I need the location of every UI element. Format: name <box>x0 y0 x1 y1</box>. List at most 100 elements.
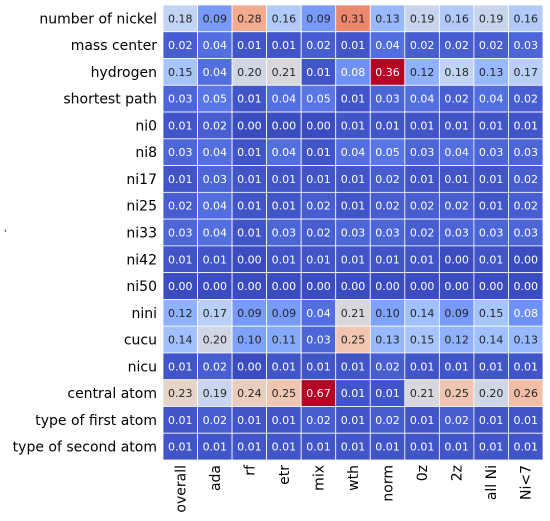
cell-value-label: 0.04 <box>203 39 228 52</box>
cell-value-label: 0.03 <box>513 39 538 52</box>
cell-value-label: 0.01 <box>341 387 366 400</box>
cell-value-label: 0.03 <box>203 173 228 186</box>
cell-value-label: 0.02 <box>203 119 228 132</box>
cell-value-label: 0.01 <box>410 441 435 454</box>
cell-value-label: 0.00 <box>479 280 504 293</box>
cell-value-label: 0.20 <box>479 387 504 400</box>
cell-value-label: 0.17 <box>513 66 538 79</box>
cell-value-label: 0.24 <box>237 387 262 400</box>
cell-value-label: 0.16 <box>513 12 538 25</box>
cell-value-label: 0.01 <box>237 146 262 159</box>
heatmap-cells: 0.18 0.09 0.28 0.16 0.09 0.31 0.13 0.19 0.16 0.19… <box>162 4 544 461</box>
heatmap-cell <box>162 111 198 140</box>
heatmap-cell <box>266 111 302 140</box>
cell-value-label: 0.09 <box>272 307 297 320</box>
cell-value-label: 0.02 <box>375 360 400 373</box>
cell-value-label: 0.01 <box>341 119 366 132</box>
heatmap-cell <box>231 165 268 193</box>
heatmap-cell <box>335 58 371 86</box>
row-label: ni33 <box>126 226 157 242</box>
cell-value-label: 0.01 <box>272 360 297 373</box>
cell-value-label: 0.01 <box>341 441 366 454</box>
column-label: mix <box>311 465 327 491</box>
cell-value-label: 0.01 <box>479 173 504 186</box>
cell-value-label: 0.01 <box>237 39 262 52</box>
cell-value-label: 0.01 <box>375 441 400 454</box>
heatmap-cell <box>508 379 544 407</box>
cell-value-label: 0.00 <box>237 119 262 132</box>
cell-value-label: 0.01 <box>237 93 262 106</box>
heatmap-cell <box>508 191 544 220</box>
cell-value-label: 0.02 <box>306 39 331 52</box>
heatmap-cell <box>197 272 233 300</box>
heatmap-cell <box>473 272 509 300</box>
heatmap-cell <box>231 299 268 327</box>
cell-value-label: 0.00 <box>237 280 262 293</box>
heatmap-cell <box>231 379 268 407</box>
cell-value-label: 0.01 <box>272 441 297 454</box>
row-labels: number of nickel mass center hydrogen short… <box>13 11 158 455</box>
cell-value-label: 0.01 <box>410 119 435 132</box>
cell-value-label: 0.01 <box>410 253 435 266</box>
row-label: type of second atom <box>13 440 157 456</box>
cell-value-label: 0.17 <box>203 307 228 320</box>
cell-value-label: 0.00 <box>272 280 297 293</box>
cell-value-label: 0.67 <box>306 387 331 400</box>
row-label: type of first atom <box>35 413 157 429</box>
cell-value-label: 0.01 <box>341 200 366 213</box>
cell-value-label: 0.20 <box>237 66 262 79</box>
cell-value-label: 0.01 <box>479 253 504 266</box>
heatmap-cell <box>404 165 440 193</box>
cell-value-label: 0.01 <box>168 441 193 454</box>
cell-value-label: 0.00 <box>306 280 331 293</box>
cell-value-label: 0.01 <box>341 414 366 427</box>
heatmap-cell <box>197 352 233 381</box>
cell-value-label: 0.00 <box>410 280 435 293</box>
cell-value-label: 0.01 <box>479 200 504 213</box>
heatmap-cell <box>231 84 268 113</box>
cell-value-label: 0.01 <box>237 414 262 427</box>
heatmap-cell <box>508 218 544 247</box>
cell-value-label: 0.04 <box>203 200 228 213</box>
cell-value-label: 0.05 <box>203 93 228 106</box>
heatmap-cell <box>197 191 233 220</box>
cell-value-label: 0.02 <box>410 39 435 52</box>
cell-value-label: 0.01 <box>272 253 297 266</box>
cell-value-label: 0.02 <box>203 414 228 427</box>
heatmap-cell <box>300 299 337 327</box>
column-label: overall <box>173 465 189 513</box>
heatmap-cell <box>162 379 198 407</box>
cell-value-label: 0.03 <box>513 146 538 159</box>
heatmap-cell <box>369 111 406 140</box>
heatmap-cell <box>335 165 371 193</box>
heatmap-cell <box>335 272 371 300</box>
cell-value-label: 0.25 <box>444 387 469 400</box>
heatmap-cell <box>197 325 233 354</box>
heatmap-cell <box>266 352 302 381</box>
heatmap-cell <box>473 191 509 220</box>
heatmap-cell <box>404 191 440 220</box>
cell-value-label: 0.01 <box>479 414 504 427</box>
heatmap-cell <box>473 218 509 247</box>
cell-value-label: 0.02 <box>513 200 538 213</box>
heatmap-cell <box>197 4 233 33</box>
heatmap-cell <box>438 84 475 113</box>
column-label: all Ni <box>484 465 500 500</box>
cell-value-label: 0.23 <box>168 387 193 400</box>
cell-value-label: 0.01 <box>237 200 262 213</box>
row-label: mass center <box>71 38 158 54</box>
heatmap-cell <box>335 325 371 354</box>
heatmap-cell <box>508 432 544 461</box>
cell-value-label: 0.01 <box>444 173 469 186</box>
cell-value-label: 0.04 <box>203 66 228 79</box>
column-label: Ni<7 <box>519 465 535 500</box>
heatmap-cell <box>266 84 302 113</box>
column-label: 0z <box>415 465 431 481</box>
cell-value-label: 0.18 <box>168 12 193 25</box>
cell-value-label: 0.08 <box>341 66 366 79</box>
cell-value-label: 0.00 <box>203 280 228 293</box>
heatmap-cell <box>404 352 440 381</box>
heatmap-cell <box>438 138 475 166</box>
cell-value-label: 0.10 <box>375 307 400 320</box>
heatmap-cell <box>369 191 406 220</box>
